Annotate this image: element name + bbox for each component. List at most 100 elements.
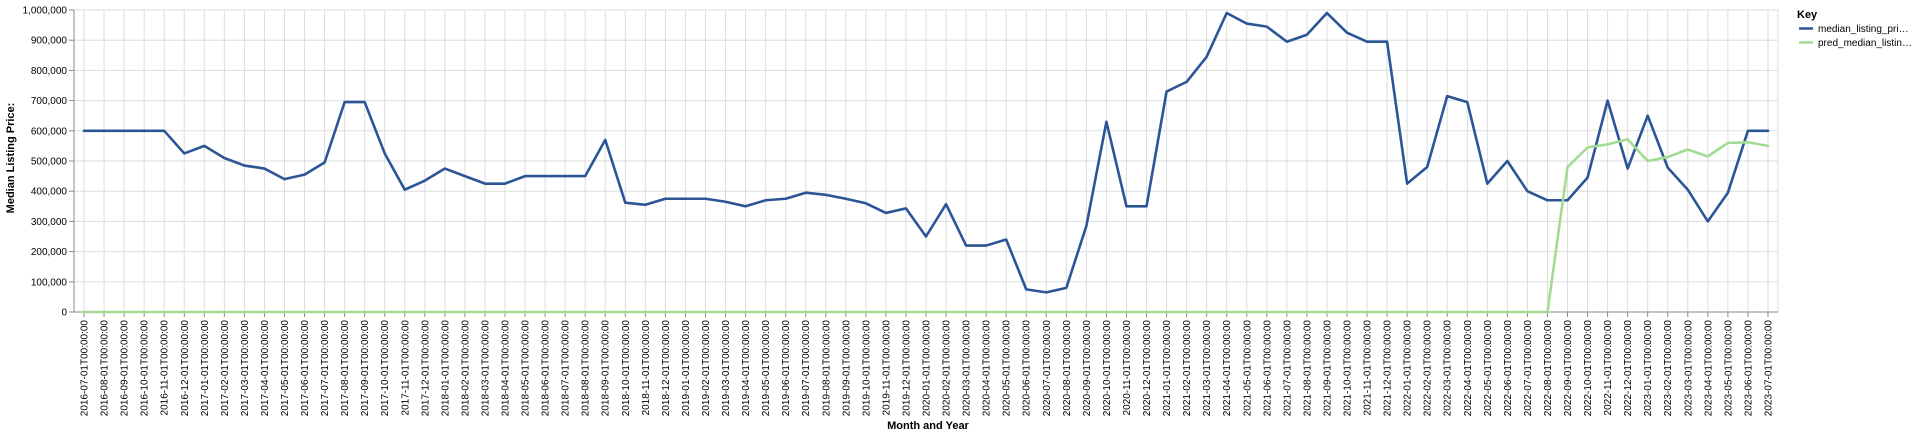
x-tick-label: 2016-09-01T00:00:00 <box>120 320 131 417</box>
x-tick-label: 2022-12-01T00:00:00 <box>1623 320 1634 417</box>
y-tick-label: 200,000 <box>31 247 68 258</box>
x-tick-label: 2020-08-01T00:00:00 <box>1062 320 1073 417</box>
x-tick-label: 2021-07-01T00:00:00 <box>1282 320 1293 417</box>
x-tick-label: 2018-05-01T00:00:00 <box>521 320 532 417</box>
x-tick-label: 2021-04-01T00:00:00 <box>1222 320 1233 417</box>
legend-label: pred_median_listin… <box>1818 38 1912 49</box>
y-tick-label: 300,000 <box>31 217 68 228</box>
x-tick-label: 2020-03-01T00:00:00 <box>962 320 973 417</box>
legend-label: median_listing_pri… <box>1818 24 1909 35</box>
x-tick-label: 2021-05-01T00:00:00 <box>1242 320 1253 417</box>
x-tick-label: 2018-09-01T00:00:00 <box>601 320 612 417</box>
x-tick-label: 2020-11-01T00:00:00 <box>1122 320 1133 416</box>
y-tick-label: 500,000 <box>31 157 68 168</box>
x-tick-label: 2016-11-01T00:00:00 <box>160 320 171 416</box>
x-tick-label: 2017-09-01T00:00:00 <box>360 320 371 417</box>
x-tick-label: 2020-09-01T00:00:00 <box>1082 320 1093 417</box>
x-tick-label: 2020-10-01T00:00:00 <box>1102 320 1113 417</box>
x-tick-label: 2021-09-01T00:00:00 <box>1322 320 1333 417</box>
y-tick-label: 100,000 <box>31 277 68 288</box>
x-tick-label: 2023-05-01T00:00:00 <box>1723 320 1734 417</box>
x-tick-label: 2022-02-01T00:00:00 <box>1423 320 1434 417</box>
x-tick-label: 2017-02-01T00:00:00 <box>220 320 231 417</box>
x-tick-label: 2017-04-01T00:00:00 <box>260 320 271 417</box>
series-line-2 <box>82 137 1770 314</box>
legend-items: median_listing_pri… pred_median_listin… <box>1799 24 1912 49</box>
x-tick-label: 2020-06-01T00:00:00 <box>1022 320 1033 417</box>
x-tick-label: 2020-04-01T00:00:00 <box>982 320 993 417</box>
x-tick-label: 2017-07-01T00:00:00 <box>320 320 331 417</box>
x-tick-label: 2019-07-01T00:00:00 <box>801 320 812 417</box>
x-tick-label: 2018-10-01T00:00:00 <box>621 320 632 417</box>
x-axis-title: Month and Year <box>887 420 969 432</box>
x-tick-label: 2018-08-01T00:00:00 <box>581 320 592 417</box>
x-tick-label: 2022-03-01T00:00:00 <box>1443 320 1454 417</box>
x-tick-label: 2022-07-01T00:00:00 <box>1523 320 1534 417</box>
x-tick-label: 2016-08-01T00:00:00 <box>100 320 111 417</box>
gridlines <box>74 9 1778 313</box>
x-tick-label: 2019-01-01T00:00:00 <box>681 320 692 417</box>
x-tick-label: 2020-02-01T00:00:00 <box>942 320 953 417</box>
y-tick-label: 400,000 <box>31 187 68 198</box>
x-tick-label: 2020-01-01T00:00:00 <box>922 320 933 417</box>
series-lines <box>82 11 1770 314</box>
x-tick-label: 2019-06-01T00:00:00 <box>781 320 792 417</box>
x-tick-label: 2023-01-01T00:00:00 <box>1643 320 1654 417</box>
x-tick-label: 2021-12-01T00:00:00 <box>1383 320 1394 417</box>
y-tick-label: 900,000 <box>31 36 68 47</box>
x-tick-label: 2019-04-01T00:00:00 <box>741 320 752 417</box>
x-tick-label: 2017-08-01T00:00:00 <box>340 320 351 417</box>
x-tick-label: 2019-02-01T00:00:00 <box>701 320 712 417</box>
x-tick-label: 2017-10-01T00:00:00 <box>380 320 391 417</box>
x-tick-label: 2021-02-01T00:00:00 <box>1182 320 1193 417</box>
x-tick-label: 2022-11-01T00:00:00 <box>1603 320 1614 416</box>
x-tick-label: 2021-10-01T00:00:00 <box>1342 320 1353 417</box>
x-tick-label: 2019-11-01T00:00:00 <box>881 320 892 416</box>
x-tick-label: 2022-01-01T00:00:00 <box>1403 320 1414 417</box>
x-tick-label: 2019-12-01T00:00:00 <box>901 320 912 417</box>
x-tick-label: 2019-09-01T00:00:00 <box>841 320 852 417</box>
x-tick-label: 2018-11-01T00:00:00 <box>641 320 652 416</box>
x-tick-label: 2021-01-01T00:00:00 <box>1162 320 1173 417</box>
legend: Key median_listing_pri… pred_median_listi… <box>1797 9 1912 49</box>
x-axis-ticks: 2016-07-01T00:00:00 2016-08-01T00:00:00 20… <box>80 312 1774 417</box>
x-tick-label: 2016-12-01T00:00:00 <box>180 320 191 417</box>
x-tick-label: 2021-06-01T00:00:00 <box>1262 320 1273 417</box>
x-tick-label: 2020-05-01T00:00:00 <box>1002 320 1013 417</box>
x-tick-label: 2021-08-01T00:00:00 <box>1302 320 1313 417</box>
x-tick-label: 2018-01-01T00:00:00 <box>440 320 451 417</box>
x-tick-label: 2022-10-01T00:00:00 <box>1583 320 1594 417</box>
y-tick-label: 600,000 <box>31 126 68 137</box>
x-tick-label: 2023-04-01T00:00:00 <box>1703 320 1714 417</box>
x-tick-label: 2017-03-01T00:00:00 <box>240 320 251 417</box>
x-tick-label: 2023-07-01T00:00:00 <box>1763 320 1774 417</box>
x-tick-label: 2017-12-01T00:00:00 <box>420 320 431 417</box>
x-tick-label: 2019-05-01T00:00:00 <box>761 320 772 417</box>
y-tick-label: 0 <box>61 308 67 319</box>
y-tick-label: 1,000,000 <box>23 6 68 17</box>
x-tick-label: 2019-10-01T00:00:00 <box>861 320 872 417</box>
legend-title: Key <box>1797 9 1818 21</box>
x-tick-label: 2017-11-01T00:00:00 <box>400 320 411 416</box>
x-tick-label: 2020-07-01T00:00:00 <box>1042 320 1053 417</box>
x-tick-label: 2021-03-01T00:00:00 <box>1202 320 1213 417</box>
x-tick-label: 2022-09-01T00:00:00 <box>1563 320 1574 417</box>
x-tick-label: 2023-02-01T00:00:00 <box>1663 320 1674 417</box>
x-tick-label: 2023-03-01T00:00:00 <box>1683 320 1694 417</box>
x-tick-label: 2017-06-01T00:00:00 <box>300 320 311 417</box>
x-tick-label: 2018-07-01T00:00:00 <box>561 320 572 417</box>
y-axis-title: Median Listing Price: <box>5 103 17 214</box>
x-tick-label: 2018-03-01T00:00:00 <box>480 320 491 417</box>
x-tick-label: 2018-12-01T00:00:00 <box>661 320 672 417</box>
x-tick-label: 2022-06-01T00:00:00 <box>1503 320 1514 417</box>
x-tick-label: 2017-01-01T00:00:00 <box>200 320 211 417</box>
x-tick-label: 2016-07-01T00:00:00 <box>80 320 91 417</box>
y-tick-label: 700,000 <box>31 96 68 107</box>
x-tick-label: 2020-12-01T00:00:00 <box>1142 320 1153 417</box>
x-tick-label: 2022-05-01T00:00:00 <box>1483 320 1494 417</box>
x-tick-label: 2017-05-01T00:00:00 <box>280 320 291 417</box>
x-tick-label: 2021-11-01T00:00:00 <box>1363 320 1374 416</box>
y-axis-ticks: 0 100,000 200,000 300,000 400,000 500,000 600,… <box>23 6 74 319</box>
